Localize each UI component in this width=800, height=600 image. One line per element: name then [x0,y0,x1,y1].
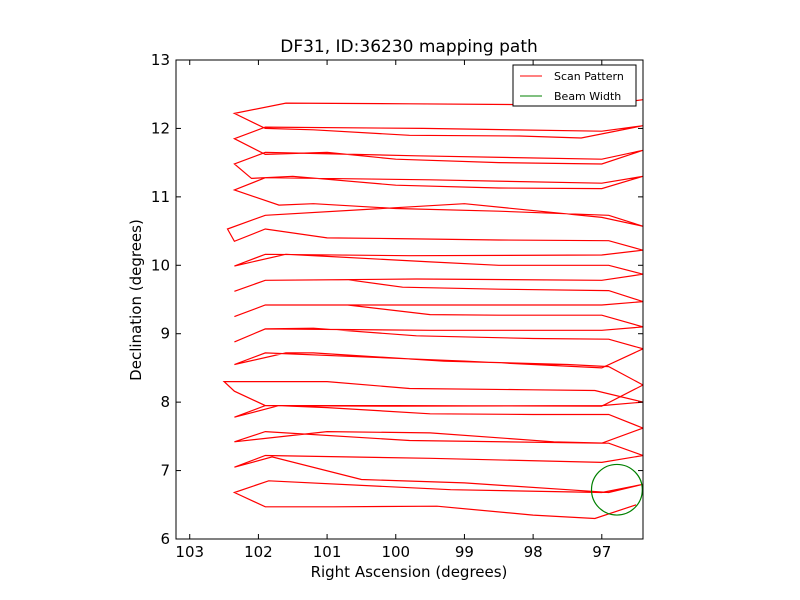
legend-label-beam-width: Beam Width [554,90,621,103]
legend-label-scan-pattern: Scan Pattern [554,70,624,83]
x-tick-label: 99 [455,543,474,561]
x-tick-label: 100 [381,543,410,561]
x-axis-ticks: 103 102 101 100 99 98 97 [175,60,611,561]
x-tick-label: 103 [175,543,204,561]
plot-area [176,60,643,539]
x-tick-label: 101 [313,543,342,561]
y-tick-label: 11 [151,188,170,206]
data-layer [222,99,643,520]
x-axis-label: Right Ascension (degrees) [311,563,508,581]
y-tick-label: 10 [151,256,170,274]
series-scan-pattern [222,99,643,520]
y-tick-label: 13 [151,51,170,69]
x-tick-label: 98 [524,543,543,561]
y-tick-label: 7 [160,462,170,480]
legend: Scan Pattern Beam Width [512,64,637,107]
y-tick-label: 12 [151,119,170,137]
y-axis-ticks: 6 7 8 9 10 11 12 13 [151,51,643,548]
plot-frame [175,59,644,540]
x-tick-label: 102 [244,543,273,561]
y-tick-label: 6 [160,530,170,548]
series-beam-width [590,463,643,516]
y-tick-label: 9 [160,325,170,343]
x-tick-label: 97 [592,543,611,561]
legend-box [512,64,637,107]
y-tick-label: 8 [160,393,170,411]
y-axis-label: Declination (degrees) [127,219,145,381]
chart-title: DF31, ID:36230 mapping path [280,37,538,57]
